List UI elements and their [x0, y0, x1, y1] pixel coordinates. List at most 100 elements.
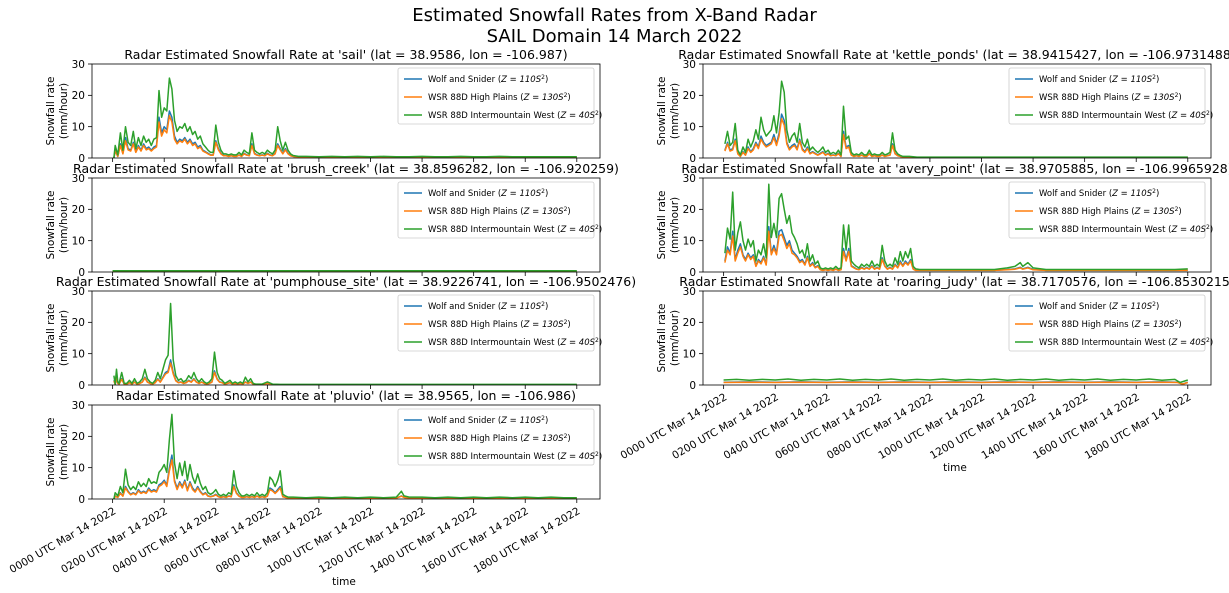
axes-frame: [91, 404, 601, 500]
y-tick-label: 20: [683, 317, 696, 329]
legend-entry-label: WSR 88D Intermountain West (Z = 40S2): [1039, 337, 1213, 349]
axes-frame: [702, 63, 1212, 159]
subplot-4: Radar Estimated Snowfall Rate at 'pumpho…: [45, 274, 636, 392]
y-tick-label: 0: [78, 380, 85, 392]
series-line-2: [113, 77, 577, 158]
series-line-2: [113, 413, 577, 499]
y-tick-label: 10: [72, 348, 85, 360]
y-axis-label: Snowfall rate(mm/hour): [45, 304, 70, 373]
subplot-title: Radar Estimated Snowfall Rate at 'roarin…: [679, 274, 1229, 289]
legend: Wolf and Snider (Z = 110S2) WSR 88D High …: [397, 181, 602, 239]
subplot-title: Radar Estimated Snowfall Rate at 'brush_…: [73, 161, 619, 176]
legend-entry-label: WSR 88D Intermountain West (Z = 40S2): [1039, 110, 1213, 122]
legend-entry-label: WSR 88D Intermountain West (Z = 40S2): [428, 337, 602, 349]
legend-entry-label: WSR 88D High Plains (Z = 130S2): [428, 92, 571, 104]
series-line-2: [724, 80, 1188, 158]
x-axis-label: time: [943, 462, 967, 474]
subplot-title: Radar Estimated Snowfall Rate at 'avery_…: [681, 161, 1229, 176]
legend: Wolf and Snider (Z = 110S2) WSR 88D High …: [397, 408, 602, 466]
y-tick-label: 10: [72, 235, 85, 247]
axes-frame: [91, 177, 601, 273]
y-tick-label: 30: [683, 286, 696, 298]
legend-entry-label: Wolf and Snider (Z = 110S2): [1039, 301, 1159, 313]
y-tick-label: 0: [78, 267, 85, 279]
legend-entry-label: Wolf and Snider (Z = 110S2): [428, 301, 548, 313]
legend-entry-label: WSR 88D High Plains (Z = 130S2): [428, 206, 571, 218]
subplot-3: Radar Estimated Snowfall Rate at 'avery_…: [656, 161, 1229, 279]
legend-entry-label: WSR 88D High Plains (Z = 130S2): [1039, 319, 1182, 331]
figure-title-line-1: Estimated Snowfall Rates from X-Band Rad…: [412, 5, 817, 26]
y-tick-label: 30: [72, 400, 85, 412]
y-tick-label: 10: [72, 462, 85, 474]
y-tick-label: 30: [72, 59, 85, 71]
legend-entry-label: WSR 88D High Plains (Z = 130S2): [428, 433, 571, 445]
y-axis-label: Snowfall rate(mm/hour): [45, 191, 70, 260]
y-tick-label: 30: [72, 173, 85, 185]
series-line-1: [723, 381, 1189, 385]
y-tick-label: 0: [689, 380, 696, 392]
legend-box: [397, 181, 595, 239]
y-axis-label: Snowfall rate(mm/hour): [656, 304, 681, 373]
axes-frame: [91, 63, 601, 159]
axes-frame: [702, 177, 1212, 273]
legend: Wolf and Snider (Z = 110S2) WSR 88D High …: [397, 294, 602, 352]
y-tick-label: 20: [72, 317, 85, 329]
series-line-1: [724, 230, 1188, 272]
legend-entry-label: Wolf and Snider (Z = 110S2): [1039, 188, 1159, 200]
subplot-2: Radar Estimated Snowfall Rate at 'brush_…: [45, 161, 619, 279]
y-tick-label: 0: [78, 153, 85, 165]
legend-entry-label: Wolf and Snider (Z = 110S2): [428, 188, 548, 200]
series-line-2: [724, 183, 1188, 271]
legend-box: [397, 294, 595, 352]
legend: Wolf and Snider (Z = 110S2) WSR 88D High …: [1008, 181, 1213, 239]
y-tick-label: 0: [78, 494, 85, 506]
y-axis-label: Snowfall rate(mm/hour): [45, 77, 70, 146]
legend-entry-label: WSR 88D High Plains (Z = 130S2): [1039, 92, 1182, 104]
y-tick-label: 10: [683, 121, 696, 133]
subplot-1: Radar Estimated Snowfall Rate at 'kettle…: [656, 47, 1229, 165]
legend-entry-label: WSR 88D High Plains (Z = 130S2): [1039, 206, 1182, 218]
axes-frame: [702, 290, 1212, 386]
y-tick-label: 10: [683, 235, 696, 247]
legend-entry-label: WSR 88D Intermountain West (Z = 40S2): [428, 110, 602, 122]
y-tick-label: 20: [72, 90, 85, 102]
x-axis-label: time: [332, 576, 356, 588]
subplot-title: Radar Estimated Snowfall Rate at 'pumpho…: [56, 274, 636, 289]
legend-entry-label: Wolf and Snider (Z = 110S2): [428, 74, 548, 86]
subplot-0: Radar Estimated Snowfall Rate at 'sail' …: [45, 47, 602, 165]
series-line-1: [113, 459, 577, 499]
legend-entry-label: WSR 88D Intermountain West (Z = 40S2): [428, 224, 602, 236]
legend-entry-label: WSR 88D High Plains (Z = 130S2): [428, 319, 571, 331]
legend-box: [1008, 181, 1206, 239]
subplot-title: Radar Estimated Snowfall Rate at 'pluvio…: [116, 388, 576, 403]
y-tick-label: 30: [683, 59, 696, 71]
y-tick-label: 20: [683, 90, 696, 102]
y-tick-label: 0: [689, 267, 696, 279]
legend-entry-label: WSR 88D Intermountain West (Z = 40S2): [1039, 224, 1213, 236]
legend: Wolf and Snider (Z = 110S2) WSR 88D High …: [397, 67, 602, 125]
y-tick-label: 30: [683, 173, 696, 185]
axes-frame: [91, 290, 601, 386]
y-tick-label: 30: [72, 286, 85, 298]
y-tick-label: 20: [683, 204, 696, 216]
legend: Wolf and Snider (Z = 110S2) WSR 88D High …: [1008, 67, 1213, 125]
legend-entry-label: WSR 88D Intermountain West (Z = 40S2): [428, 451, 602, 463]
legend-box: [397, 67, 595, 125]
legend-box: [1008, 294, 1206, 352]
legend-entry-label: Wolf and Snider (Z = 110S2): [1039, 74, 1159, 86]
legend: Wolf and Snider (Z = 110S2) WSR 88D High …: [1008, 294, 1213, 352]
legend-box: [397, 408, 595, 466]
y-tick-label: 0: [689, 153, 696, 165]
series-line-2: [723, 378, 1189, 384]
figure-title-line-2: SAIL Domain 14 March 2022: [487, 26, 743, 47]
y-tick-label: 20: [72, 204, 85, 216]
subplot-title: Radar Estimated Snowfall Rate at 'sail' …: [124, 47, 567, 62]
legend-entry-label: Wolf and Snider (Z = 110S2): [428, 415, 548, 427]
y-axis-label: Snowfall rate(mm/hour): [45, 418, 70, 487]
y-tick-label: 10: [683, 348, 696, 360]
series-line-2: [113, 302, 577, 385]
subplot-title: Radar Estimated Snowfall Rate at 'kettle…: [678, 47, 1229, 62]
y-axis-label: Snowfall rate(mm/hour): [656, 191, 681, 260]
y-tick-label: 10: [72, 121, 85, 133]
